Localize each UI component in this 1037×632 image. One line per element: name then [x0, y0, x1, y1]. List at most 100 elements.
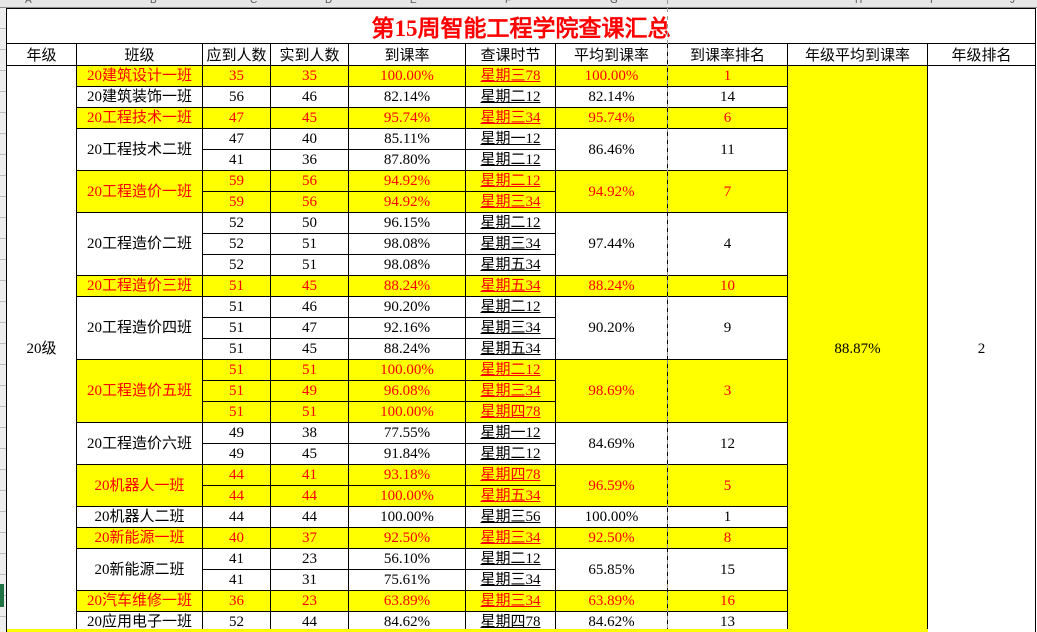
rate-cell[interactable]: 100.00%: [348, 359, 466, 381]
rate-rank-cell[interactable]: 1: [667, 506, 788, 528]
expected-count-cell[interactable]: 56: [202, 86, 271, 108]
expected-count-cell[interactable]: 52: [202, 233, 271, 255]
rate-rank-cell[interactable]: 9: [667, 296, 788, 360]
session-cell[interactable]: 星期三78: [465, 65, 556, 87]
session-cell[interactable]: 星期四78: [465, 401, 556, 423]
actual-count-cell[interactable]: 38: [270, 422, 349, 444]
actual-count-cell[interactable]: 56: [270, 191, 349, 213]
class-name-cell[interactable]: 20机器人一班: [76, 464, 203, 507]
session-cell[interactable]: 星期三34: [465, 233, 556, 255]
expected-count-cell[interactable]: 36: [202, 590, 271, 612]
session-cell[interactable]: 星期二12: [465, 359, 556, 381]
class-name-cell[interactable]: 20建筑装饰一班: [76, 86, 203, 108]
rate-cell[interactable]: 93.18%: [348, 464, 466, 486]
session-cell[interactable]: 星期二12: [465, 149, 556, 171]
actual-count-cell[interactable]: 51: [270, 359, 349, 381]
session-cell[interactable]: 星期二12: [465, 296, 556, 318]
actual-count-cell[interactable]: 41: [270, 464, 349, 486]
session-cell[interactable]: 星期三34: [465, 527, 556, 549]
expected-count-cell[interactable]: 59: [202, 191, 271, 213]
class-name-cell[interactable]: 20建筑设计一班: [76, 65, 203, 87]
rate-rank-cell[interactable]: 13: [667, 611, 788, 632]
expected-count-cell[interactable]: 51: [202, 338, 271, 360]
rate-rank-cell[interactable]: 4: [667, 212, 788, 276]
actual-count-cell[interactable]: 46: [270, 296, 349, 318]
rate-cell[interactable]: 90.20%: [348, 296, 466, 318]
avg-rate-cell[interactable]: 100.00%: [555, 65, 668, 87]
actual-count-cell[interactable]: 51: [270, 401, 349, 423]
rate-cell[interactable]: 56.10%: [348, 548, 466, 570]
session-cell[interactable]: 星期二12: [465, 548, 556, 570]
expected-count-cell[interactable]: 41: [202, 569, 271, 591]
rate-cell[interactable]: 88.24%: [348, 275, 466, 297]
expected-count-cell[interactable]: 44: [202, 464, 271, 486]
actual-count-cell[interactable]: 45: [270, 275, 349, 297]
header-actual[interactable]: 实到人数: [270, 43, 349, 66]
class-name-cell[interactable]: 20机器人二班: [76, 506, 203, 528]
class-name-cell[interactable]: 20工程造价一班: [76, 170, 203, 213]
expected-count-cell[interactable]: 47: [202, 107, 271, 129]
actual-count-cell[interactable]: 44: [270, 506, 349, 528]
avg-rate-cell[interactable]: 84.62%: [555, 611, 668, 632]
class-name-cell[interactable]: 20工程造价六班: [76, 422, 203, 465]
expected-count-cell[interactable]: 51: [202, 296, 271, 318]
actual-count-cell[interactable]: 46: [270, 86, 349, 108]
session-cell[interactable]: 星期一12: [465, 128, 556, 150]
session-cell[interactable]: 星期二12: [465, 443, 556, 465]
actual-count-cell[interactable]: 36: [270, 149, 349, 171]
rate-cell[interactable]: 94.92%: [348, 170, 466, 192]
session-cell[interactable]: 星期二12: [465, 170, 556, 192]
actual-count-cell[interactable]: 50: [270, 212, 349, 234]
rate-cell[interactable]: 87.80%: [348, 149, 466, 171]
avg-rate-cell[interactable]: 95.74%: [555, 107, 668, 129]
session-cell[interactable]: 星期三34: [465, 107, 556, 129]
expected-count-cell[interactable]: 41: [202, 149, 271, 171]
rate-rank-cell[interactable]: 10: [667, 275, 788, 297]
expected-count-cell[interactable]: 47: [202, 128, 271, 150]
actual-count-cell[interactable]: 23: [270, 590, 349, 612]
session-cell[interactable]: 星期二12: [465, 212, 556, 234]
actual-count-cell[interactable]: 51: [270, 233, 349, 255]
expected-count-cell[interactable]: 51: [202, 380, 271, 402]
rate-cell[interactable]: 75.61%: [348, 569, 466, 591]
avg-rate-cell[interactable]: 63.89%: [555, 590, 668, 612]
header-grade[interactable]: 年级: [6, 43, 77, 66]
rate-rank-cell[interactable]: 11: [667, 128, 788, 171]
rate-cell[interactable]: 96.08%: [348, 380, 466, 402]
rate-cell[interactable]: 95.74%: [348, 107, 466, 129]
rate-cell[interactable]: 100.00%: [348, 401, 466, 423]
rate-cell[interactable]: 63.89%: [348, 590, 466, 612]
header-session[interactable]: 查课时节: [465, 43, 556, 66]
expected-count-cell[interactable]: 41: [202, 548, 271, 570]
header-grade-avg-rate[interactable]: 年级平均到课率: [787, 43, 928, 66]
session-cell[interactable]: 星期三34: [465, 569, 556, 591]
session-cell[interactable]: 星期五34: [465, 275, 556, 297]
session-cell[interactable]: 星期三34: [465, 590, 556, 612]
avg-rate-cell[interactable]: 100.00%: [555, 506, 668, 528]
avg-rate-cell[interactable]: 65.85%: [555, 548, 668, 591]
expected-count-cell[interactable]: 49: [202, 422, 271, 444]
rate-cell[interactable]: 92.50%: [348, 527, 466, 549]
header-expected[interactable]: 应到人数: [202, 43, 271, 66]
actual-count-cell[interactable]: 44: [270, 611, 349, 632]
expected-count-cell[interactable]: 40: [202, 527, 271, 549]
header-rate[interactable]: 到课率: [348, 43, 466, 66]
session-cell[interactable]: 星期一12: [465, 422, 556, 444]
rate-rank-cell[interactable]: 8: [667, 527, 788, 549]
class-name-cell[interactable]: 20工程造价五班: [76, 359, 203, 423]
expected-count-cell[interactable]: 51: [202, 401, 271, 423]
expected-count-cell[interactable]: 52: [202, 254, 271, 276]
expected-count-cell[interactable]: 35: [202, 65, 271, 87]
actual-count-cell[interactable]: 45: [270, 338, 349, 360]
page-title[interactable]: 第15周智能工程学院查课汇总: [6, 8, 1036, 44]
header-grade-rank[interactable]: 年级排名: [927, 43, 1036, 66]
rate-rank-cell[interactable]: 16: [667, 590, 788, 612]
rate-cell[interactable]: 85.11%: [348, 128, 466, 150]
rate-rank-cell[interactable]: 14: [667, 86, 788, 108]
actual-count-cell[interactable]: 31: [270, 569, 349, 591]
actual-count-cell[interactable]: 23: [270, 548, 349, 570]
rate-cell[interactable]: 94.92%: [348, 191, 466, 213]
session-cell[interactable]: 星期四78: [465, 464, 556, 486]
actual-count-cell[interactable]: 45: [270, 107, 349, 129]
expected-count-cell[interactable]: 52: [202, 212, 271, 234]
